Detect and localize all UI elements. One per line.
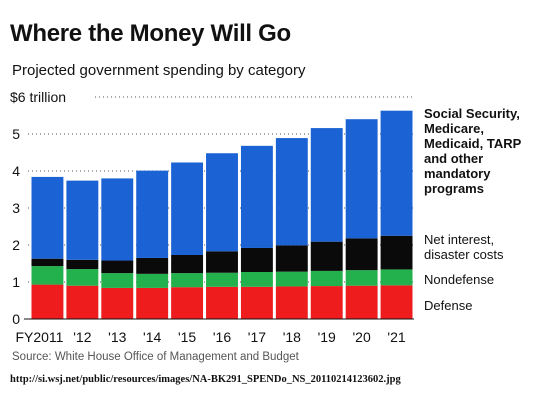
legend-defense: Defense: [424, 298, 473, 313]
bar-segment-3-5: [206, 153, 238, 252]
bar-segment-0-8: [310, 286, 343, 319]
bar-segment-1-5: [206, 272, 238, 287]
bar-segment-3-1: [66, 180, 99, 260]
bar-segment-1-1: [66, 269, 99, 286]
x-tick-label: '20: [353, 329, 371, 345]
legend-mandatory: Social Security, Medicare, Medicaid, TAR…: [424, 106, 522, 196]
x-tick-label: '12: [73, 329, 91, 345]
bar-segment-0-4: [171, 287, 204, 319]
bar-segment-3-4: [171, 162, 204, 255]
x-tick-label: '13: [108, 329, 126, 345]
y-tick-label: 3: [12, 200, 20, 216]
y-axis-labels: 0 1 2 3 4 5 $6 trillion: [10, 89, 66, 327]
bar-segment-2-7: [275, 245, 308, 272]
x-tick-label: '18: [283, 329, 301, 345]
x-axis-labels: FY2011 '12 '13 '14 '15 '16 '17 '18 '19 '20 '21: [15, 329, 405, 345]
bar-segment-0-0: [31, 284, 64, 319]
bar-segment-0-5: [206, 286, 238, 319]
chart-title: Where the Money Will Go: [10, 20, 291, 47]
bar-segment-1-0: [31, 266, 64, 285]
bar-segment-3-9: [345, 119, 378, 239]
bar-segment-3-0: [31, 176, 64, 259]
y-tick-label: $6 trillion: [10, 89, 66, 105]
bar-segment-3-8: [310, 128, 343, 242]
chart-subtitle: Projected government spending by categor…: [12, 62, 306, 79]
legend-net-interest: Net interest, disaster costs: [424, 232, 504, 262]
bar-segment-1-8: [310, 270, 343, 287]
bar-segment-2-1: [66, 259, 99, 270]
bar-segment-2-5: [206, 251, 238, 273]
x-tick-label: '15: [178, 329, 196, 345]
bar-segment-2-8: [310, 241, 343, 271]
bar-segment-3-6: [240, 145, 273, 248]
bar-segment-3-7: [275, 138, 308, 246]
bar-segment-0-7: [275, 286, 308, 319]
y-tick-label: 2: [12, 237, 20, 253]
bar-segment-0-6: [240, 286, 273, 319]
bar-segment-1-9: [345, 270, 378, 286]
bar-segment-2-9: [345, 238, 378, 271]
bar-segment-0-9: [345, 285, 378, 319]
y-tick-label: 1: [12, 274, 20, 290]
bar-segment-3-3: [136, 170, 169, 258]
bar-segment-1-7: [275, 271, 308, 287]
y-tick-label: 5: [12, 126, 20, 142]
x-tick-label: FY2011: [15, 329, 63, 345]
x-tick-label: '16: [213, 329, 231, 345]
bar-segment-1-2: [101, 273, 134, 288]
bar-segment-0-10: [380, 285, 413, 319]
bar-segment-1-6: [240, 272, 273, 287]
bar-segment-2-10: [380, 235, 413, 270]
bar-segment-0-3: [136, 287, 169, 319]
bar-segment-1-3: [136, 273, 169, 288]
legend-nondefense: Nondefense: [424, 272, 495, 287]
bar-segment-3-2: [101, 178, 134, 261]
bar-segment-0-2: [101, 287, 134, 319]
x-tick-label: '21: [387, 329, 405, 345]
y-tick-label: 0: [12, 311, 20, 327]
source-note: Source: White House Office of Management…: [12, 351, 299, 363]
bar-segment-3-10: [380, 110, 413, 236]
bar-segment-1-10: [380, 269, 413, 286]
bar-segment-0-1: [66, 285, 99, 319]
bar-segment-2-2: [101, 260, 134, 274]
image-url: http://si.wsj.net/public/resources/image…: [10, 374, 401, 385]
bar-segment-2-3: [136, 257, 169, 274]
bar-segment-1-4: [171, 273, 204, 288]
y-tick-label: 4: [12, 163, 20, 179]
bar-segment-2-4: [171, 254, 204, 274]
bars: [31, 110, 413, 319]
x-tick-label: '14: [143, 329, 161, 345]
bar-segment-2-6: [240, 247, 273, 273]
x-tick-label: '19: [318, 329, 336, 345]
x-tick-label: '17: [248, 329, 266, 345]
bar-segment-2-0: [31, 258, 64, 267]
